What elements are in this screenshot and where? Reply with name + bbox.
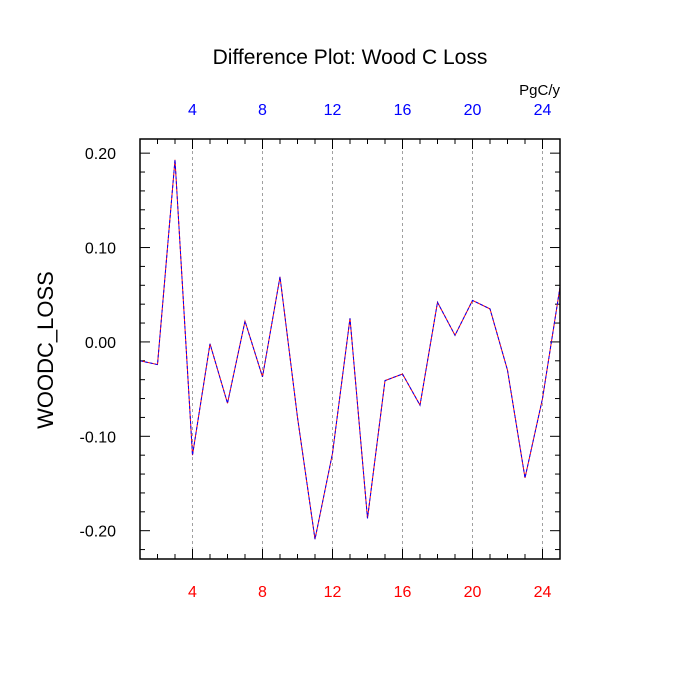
series-line-overlay: [139, 159, 561, 540]
y-axis-label: WOODC_LOSS: [33, 271, 58, 429]
grid: [192, 139, 543, 559]
tick-labels: 4 4 8 8 12 12 16 16 20 20 24 24 -0.20 -0.10 0.00 0.10 0.…: [80, 102, 552, 601]
y-tick-label: -0.20: [80, 524, 117, 541]
x-top-tick-label: 16: [394, 102, 412, 119]
axis-ticks: [139, 139, 561, 559]
x-tick-label: 16: [394, 584, 412, 601]
x-tick-label: 24: [534, 584, 552, 601]
x-top-tick-label: 12: [324, 102, 342, 119]
y-tick-label: 0.00: [85, 335, 116, 352]
x-tick-label: 12: [324, 584, 342, 601]
series: [139, 159, 561, 540]
x-tick-label: 20: [464, 584, 482, 601]
x-tick-label: 4: [188, 584, 197, 601]
x-top-tick-label: 24: [534, 102, 552, 119]
y-tick-label: 0.20: [85, 146, 116, 163]
chart-title: Difference Plot: Wood C Loss: [213, 46, 488, 69]
x-top-tick-label: 4: [188, 102, 197, 119]
x-top-tick-label: 20: [464, 102, 482, 119]
units-label: PgC/y: [519, 82, 560, 99]
x-top-tick-label: 8: [258, 102, 267, 119]
y-tick-label: -0.10: [80, 429, 117, 446]
x-tick-label: 8: [258, 584, 267, 601]
y-tick-label: 0.10: [85, 241, 116, 258]
plot-frame: [139, 138, 561, 560]
series-line: [139, 159, 561, 540]
